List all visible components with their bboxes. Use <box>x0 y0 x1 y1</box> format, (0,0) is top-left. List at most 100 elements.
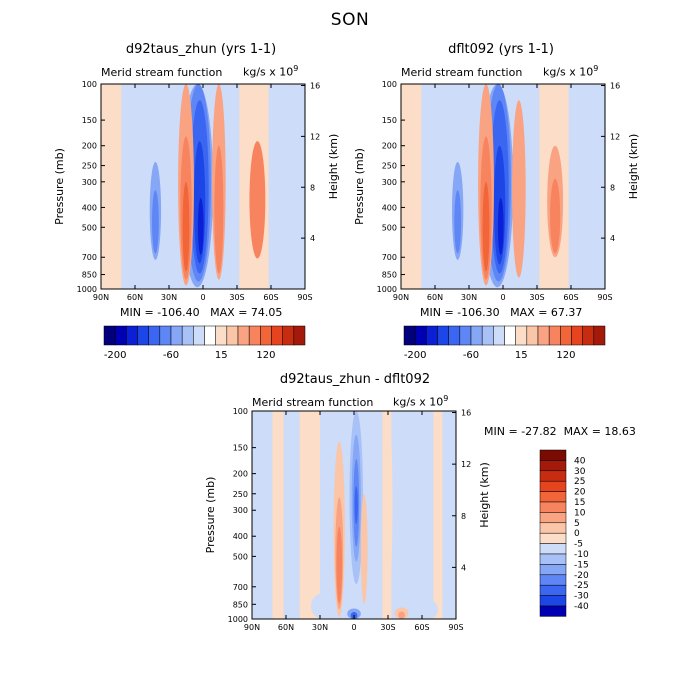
colorbar-box <box>548 325 561 346</box>
pressure-axis-label: Pressure (mb) <box>353 148 366 225</box>
contour-cell <box>383 411 393 599</box>
x-tick-label: 90S <box>597 293 612 302</box>
colorbar-box <box>539 584 567 596</box>
height-tick-label: 16 <box>461 409 471 418</box>
height-tick-label: 12 <box>310 132 320 141</box>
colorbar-level-label: -25 <box>574 581 589 591</box>
colorbar-level-label: -30 <box>574 592 589 602</box>
pressure-tick-label: 1000 <box>228 615 248 624</box>
height-tick-label: 16 <box>610 82 620 91</box>
colorbar-box <box>537 325 550 346</box>
x-tick-label: 90S <box>297 293 312 302</box>
pressure-tick-label: 1000 <box>77 285 97 294</box>
colorbar-level-label: 30 <box>574 467 586 477</box>
panel-3-title: d92taus_zhun - dflt092 <box>279 372 431 387</box>
field-band <box>421 84 438 289</box>
min-value: -106.30 <box>457 306 500 319</box>
panel-3-subtitle: Merid stream function <box>252 396 374 409</box>
colorbar-box <box>459 325 472 346</box>
pressure-tick-label: 100 <box>233 407 248 416</box>
colorbar-box <box>170 325 183 346</box>
units-text: kg/s x 10 <box>393 395 444 409</box>
colorbar-box <box>148 325 161 346</box>
pressure-tick-label: 500 <box>233 552 248 561</box>
colorbar-box <box>114 325 127 346</box>
pressure-tick-label: 100 <box>382 80 397 89</box>
colorbar-box <box>437 325 449 346</box>
colorbar-level-label: 25 <box>574 477 585 487</box>
pressure-tick-label: 500 <box>382 223 397 232</box>
x-tick-label: 90N <box>244 623 260 632</box>
height-tick-label: 4 <box>310 234 315 243</box>
colorbar-box <box>539 470 567 482</box>
colorbar-box <box>271 325 283 346</box>
colorbar-level-label: 20 <box>574 488 586 498</box>
plot-area <box>252 411 456 619</box>
colorbar-label: -200 <box>404 350 427 361</box>
pressure-tick-label: 400 <box>382 203 397 212</box>
x-tick-label: 0 <box>200 293 205 302</box>
colorbar-box <box>426 325 438 346</box>
colorbar-box <box>159 325 172 346</box>
pressure-tick-label: 700 <box>382 253 397 262</box>
panel-1-minmax: MIN = -106.40 MAX = 74.05 <box>120 306 282 319</box>
pressure-tick-label: 150 <box>382 116 397 125</box>
colorbar-box <box>593 325 606 346</box>
colorbar-box <box>282 325 295 346</box>
pressure-axis-label: Pressure (mb) <box>53 148 66 225</box>
contour-cell <box>419 599 438 619</box>
colorbar-box <box>539 491 567 503</box>
height-axis-label: Height (km) <box>327 134 340 200</box>
plot-area <box>101 84 305 289</box>
panel-1-chart-group: 90N 60N 30N 0 30S 60S 90S 100 150 200 250 300 400 500… <box>53 80 340 302</box>
colorbar-box <box>248 325 261 346</box>
colorbar-level-label: -20 <box>574 571 589 581</box>
colorbar-box <box>539 543 567 555</box>
colorbar-level-label: 0 <box>574 529 580 539</box>
colorbar-box <box>539 480 567 492</box>
colorbar-label: 120 <box>556 350 575 361</box>
pressure-tick-label: 400 <box>82 203 97 212</box>
max-value: 74.05 <box>250 306 283 319</box>
pressure-tick-label: 700 <box>233 583 248 592</box>
field-band <box>568 84 594 289</box>
colorbar-box <box>539 595 567 607</box>
x-tick-label: 90N <box>93 293 109 302</box>
colorbar-box <box>215 325 228 346</box>
pressure-tick-label: 300 <box>382 178 397 187</box>
colorbar-box <box>560 325 572 346</box>
colorbar-level-label: -15 <box>574 560 589 570</box>
colorbar-box <box>539 564 567 576</box>
panel-2-title: dflt092 (yrs 1-1) <box>448 42 554 57</box>
pressure-tick-label: 150 <box>82 116 97 125</box>
colorbar-box <box>293 325 306 346</box>
colorbar-level-label: 15 <box>574 498 585 508</box>
panel-3-minmax: MIN = -27.82 MAX = 18.63 <box>484 425 636 438</box>
colorbar-box <box>582 325 595 346</box>
colorbar-box <box>137 325 149 346</box>
x-tick-label: 60N <box>127 293 143 302</box>
x-tick-label: 60N <box>427 293 443 302</box>
pressure-tick-label: 850 <box>82 271 97 280</box>
x-tick-label: 30S <box>380 623 395 632</box>
colorbar-box <box>539 449 567 461</box>
x-tick-label: 60N <box>278 623 294 632</box>
panel-1-units: kg/s x 109 <box>243 64 298 79</box>
units-text: kg/s x 10 <box>543 65 594 79</box>
panel-3-units: kg/s x 109 <box>393 394 448 409</box>
colorbar-box <box>193 325 205 346</box>
x-tick-label: 60S <box>414 623 429 632</box>
x-tick-label: 0 <box>351 623 356 632</box>
contour-cell <box>497 198 504 255</box>
height-tick-label: 4 <box>610 234 615 243</box>
min-value: -27.82 <box>521 425 557 438</box>
plot-area <box>401 84 605 289</box>
colorbar-box <box>539 574 567 586</box>
colorbar-box <box>470 325 483 346</box>
colorbar-level-label: 10 <box>574 508 586 518</box>
figure-title: SON <box>330 10 370 30</box>
pressure-tick-label: 300 <box>233 506 248 515</box>
units-exponent: 9 <box>293 64 299 73</box>
pressure-tick-label: 100 <box>82 80 97 89</box>
pressure-tick-label: 1000 <box>377 285 397 294</box>
